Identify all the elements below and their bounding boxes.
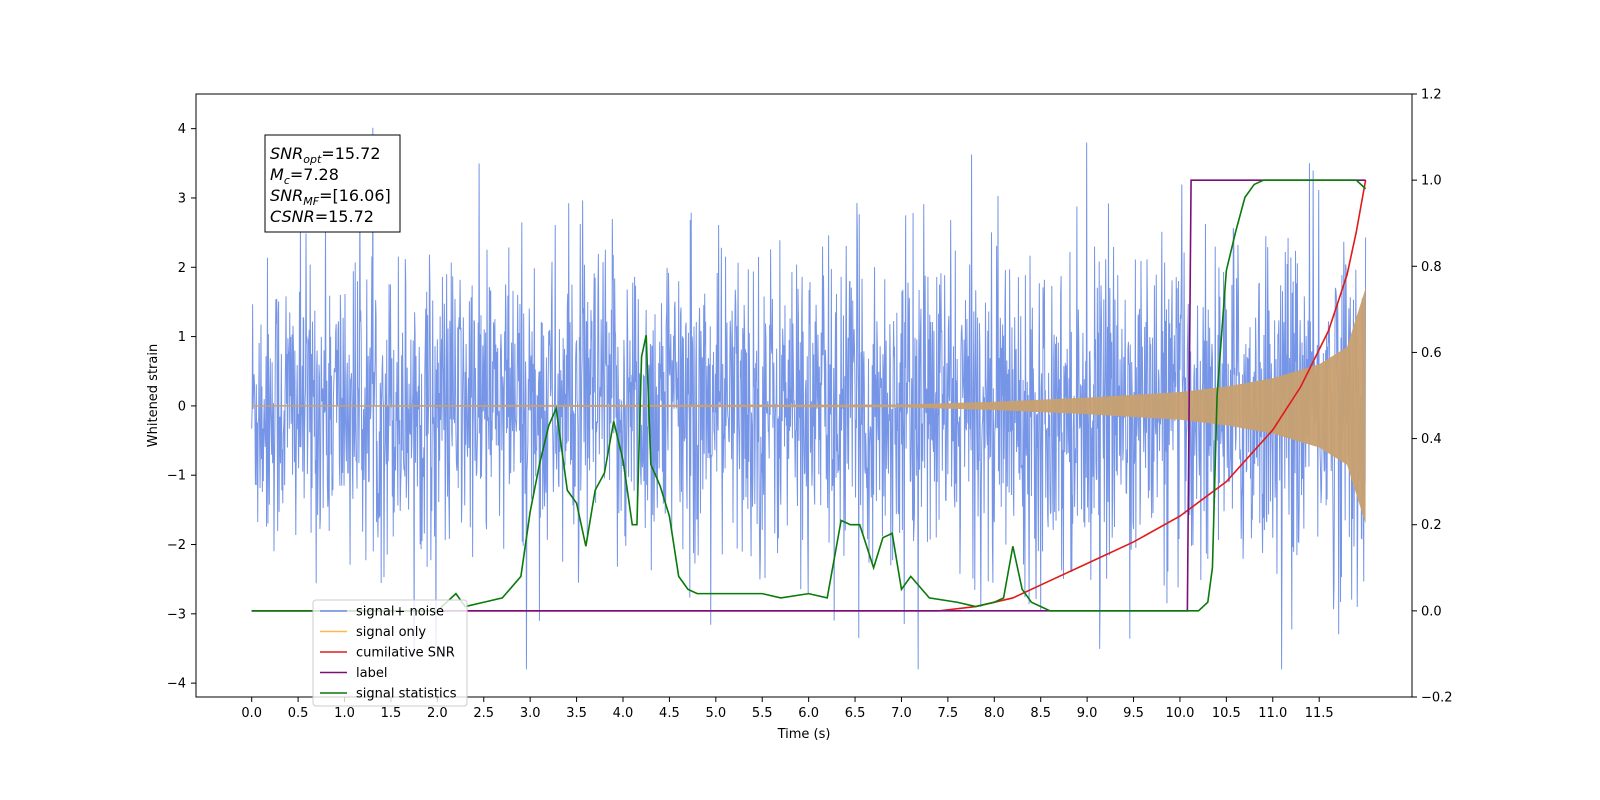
x-tick-label: 5.0 [705,706,726,721]
y-tick-label: −4 [167,677,186,692]
annotation-value: =7.28 [290,165,339,184]
y2-tick-label: 0.8 [1421,260,1442,275]
x-tick-label: 10.0 [1165,706,1194,721]
x-axis-label: Time (s) [777,727,831,742]
x-tick-label: 7.5 [938,706,959,721]
annotation-symbol: SNR [270,186,303,205]
x-axis-ticks: 0.0 0.5 1.0 1.5 2.0 2.5 3.0 3.5 4.0 4.5 5.0 5.5 6.0 6… [241,697,1334,721]
x-tick-label: 11.0 [1258,706,1287,721]
x-tick-label: 6.0 [798,706,819,721]
legend-label: label [356,666,387,681]
signal-only-series [251,288,1366,524]
annotation-line: SNRopt=15.72 [270,144,381,166]
y-tick-label: 3 [178,191,186,206]
y-axis-ticks: 4 3 2 1 0 −1 −2 −3 −4 [167,122,196,692]
y-axis-label: Whitened strain [146,344,161,447]
annotation-line: CSNR=15.72 [270,207,374,226]
x-tick-label: 9.0 [1077,706,1098,721]
x-tick-label: 11.5 [1305,706,1334,721]
annotation-value: =15.72 [315,207,374,226]
legend-label: signal statistics [356,687,457,702]
annotation-subscript: c [284,174,290,187]
y-tick-label: 1 [178,330,186,345]
y2-tick-label: 1.0 [1421,174,1442,189]
x-tick-label: 7.0 [891,706,912,721]
x-tick-label: 9.5 [1123,706,1144,721]
x-tick-label: 5.5 [752,706,773,721]
legend: signal+ noise signal only cumilative SNR la… [312,599,468,707]
y-tick-label: 4 [178,122,186,137]
x-tick-label: 2.5 [473,706,494,721]
y2-tick-label: 1.2 [1421,88,1442,103]
right-axis-series [251,179,1367,612]
annotation-symbol: M [270,165,284,184]
plot-frame [195,93,1413,698]
annotation-subscript: MF [303,195,319,208]
y2-tick-label: 0.2 [1421,518,1442,533]
x-tick-label: 4.0 [613,706,634,721]
y-tick-label: 0 [178,399,186,414]
legend-box [312,599,468,707]
x-tick-label: 1.5 [381,706,402,721]
signal-noise-series [251,127,1367,670]
y-tick-label: −3 [167,607,186,622]
legend-label: signal only [356,625,426,640]
signal-only-envelope [251,288,1366,524]
signal-noise-line [251,127,1367,670]
x-tick-label: 1.0 [334,706,355,721]
y2-tick-label: 0.0 [1421,604,1442,619]
x-tick-label: 3.5 [566,706,587,721]
annotation-value: =15.72 [321,144,380,163]
y2-axis-ticks: 1.2 1.0 0.8 0.6 0.4 0.2 0.0 −0.2 [1412,88,1453,706]
x-tick-label: 10.5 [1212,706,1241,721]
x-tick-label: 6.5 [845,706,866,721]
signal-statistics-line [251,179,1367,612]
x-tick-label: 0.0 [241,706,262,721]
x-tick-label: 8.0 [984,706,1005,721]
annotation-line: Mc=7.28 [270,165,339,187]
x-tick-label: 8.5 [1030,706,1051,721]
legend-label: cumilative SNR [356,646,455,661]
x-tick-label: 2.0 [427,706,448,721]
x-tick-label: 3.0 [520,706,541,721]
annotation-line: SNRMF=[16.06] [270,186,391,208]
annotation-value: =[16.06] [319,186,391,205]
annotation-box [264,134,401,233]
annotation-subscript: opt [303,153,322,166]
snr-annotation-box: SNRopt=15.72Mc=7.28SNRMF=[16.06]CSNR=15.… [264,134,401,233]
legend-label: signal+ noise [356,605,444,620]
y2-tick-label: 0.4 [1421,432,1442,447]
y2-tick-label: 0.6 [1421,346,1442,361]
x-tick-label: 4.5 [659,706,680,721]
y2-tick-label: −0.2 [1421,691,1453,706]
x-tick-label: 0.5 [288,706,309,721]
annotation-symbol: CSNR [270,207,315,226]
y-tick-label: 2 [178,261,186,276]
y-tick-label: −2 [167,538,186,553]
y-tick-label: −1 [167,469,186,484]
annotation-symbol: SNR [270,144,303,163]
